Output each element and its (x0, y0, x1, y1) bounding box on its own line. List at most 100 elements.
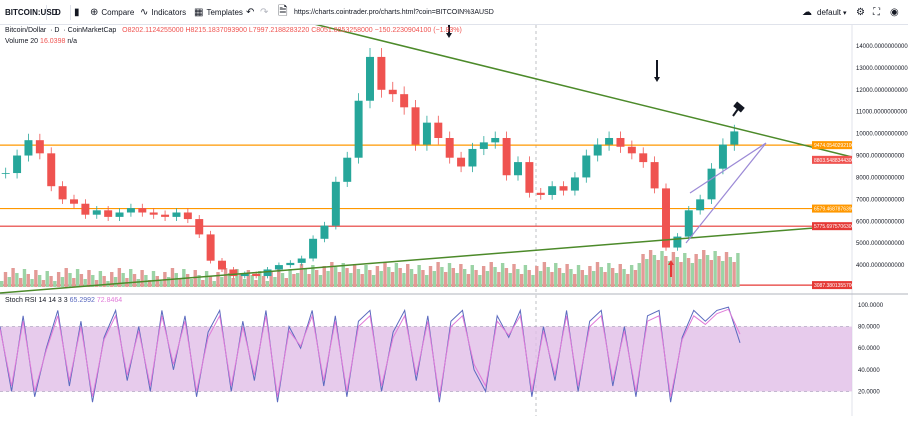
candle (206, 234, 215, 261)
volume-bar (250, 275, 254, 287)
price-tag-label: 8803.5488344300 (814, 158, 855, 164)
cloud-icon: ☁ (802, 7, 812, 18)
chart-type-button[interactable]: ▮ (74, 0, 83, 25)
volume-bar (269, 272, 273, 287)
volume-bar (519, 274, 524, 287)
candle (47, 153, 56, 187)
price-axis-label: 14000.0000000000 (856, 44, 908, 50)
volume-bar (201, 280, 205, 287)
indicators-button[interactable]: ∿ Indicators (140, 0, 186, 25)
candle (548, 186, 557, 195)
volume-bar (75, 269, 80, 287)
volume-bar (610, 268, 615, 287)
volume-bar (265, 281, 270, 287)
symbol-search[interactable]: BITCOIN:USD (5, 8, 58, 17)
candle (104, 210, 113, 217)
price-axis-label: 5000.0000000000 (856, 241, 905, 247)
fullscreen-icon: ⛶ (873, 7, 880, 18)
candle (172, 212, 181, 217)
volume-bar (523, 265, 528, 287)
volume-bar (60, 277, 65, 287)
volume-bar (633, 270, 638, 287)
price-tag (812, 281, 852, 290)
volume-bar (254, 280, 258, 287)
cloud-icon-button[interactable]: ☁ (802, 0, 815, 25)
candle (70, 199, 78, 204)
fullscreen-button[interactable]: ⛶ (873, 0, 883, 25)
volume-bar (72, 278, 76, 287)
chart-canvas[interactable]: 14000.0000000000 13000.0000000000 12000.00… (0, 22, 908, 416)
settings-button[interactable]: ⚙ (856, 0, 868, 25)
toolbar-divider (46, 5, 47, 20)
volume-bar (189, 279, 194, 287)
compare-button[interactable]: ⊕ Compare (90, 0, 134, 25)
volume-bar (83, 279, 87, 287)
volume-bar (30, 279, 34, 287)
volume-bar (239, 274, 243, 287)
volume-bar (561, 273, 566, 287)
chart-area[interactable]: 14000.0000000000 13000.0000000000 12000.00… (0, 22, 908, 416)
volume-bar (573, 274, 577, 287)
undo-button[interactable]: ↶ (246, 0, 257, 25)
candle (388, 89, 397, 95)
price-tag (812, 204, 852, 213)
volume-bar (326, 271, 330, 287)
volume-bar (618, 264, 622, 287)
volume-bar (489, 262, 493, 287)
chevron-down-icon: ▾ (843, 9, 847, 17)
volume-bar (360, 274, 364, 287)
price-axis-label: 13000.0000000000 (856, 66, 908, 72)
chart-url: https://charts.cointrader.pro/charts.htm… (294, 9, 494, 16)
candle (662, 188, 670, 248)
volume-bar (383, 262, 387, 287)
volume-bar (136, 279, 141, 287)
candle (468, 148, 477, 167)
volume-bar (679, 262, 683, 287)
volume-bar (455, 273, 459, 287)
layout-select[interactable]: default ▾ (817, 0, 850, 25)
candle (286, 262, 295, 266)
price-axis-label: 6000.0000000000 (856, 219, 905, 225)
candle (627, 146, 636, 154)
screenshot-button[interactable]: ◉ (890, 0, 902, 25)
volume-bar (333, 267, 338, 287)
volume-bar (227, 273, 232, 287)
redo-button[interactable]: ↷ (260, 0, 271, 25)
candle (616, 137, 625, 147)
volume-bar (576, 265, 581, 287)
price-tag-label: 3087.3801355700 (814, 283, 855, 289)
interval-button[interactable]: D (55, 8, 61, 17)
volume-bar (212, 281, 216, 287)
gavel-icon (733, 101, 745, 113)
volume-bar (614, 273, 619, 287)
candle (138, 208, 147, 213)
volume-bar (22, 269, 27, 287)
redo-icon: ↷ (260, 7, 269, 18)
volume-bar (208, 276, 213, 287)
templates-button[interactable]: ▦ Templates (194, 0, 243, 25)
volume-bar (394, 263, 399, 287)
volume-bar (667, 261, 672, 287)
templates-icon: ▦ (194, 7, 204, 18)
toolbar-divider (70, 5, 71, 20)
volume-bar (68, 273, 72, 287)
volume-bar (402, 273, 406, 287)
candle (707, 168, 716, 200)
price-tag-label: 5775.6975706300 (814, 224, 855, 230)
volume-bar (500, 263, 505, 287)
volume-bar (474, 270, 478, 287)
volume-bar (292, 274, 296, 287)
legend-source: CoinMarketCap (67, 27, 117, 34)
volume-bar (121, 273, 125, 287)
volume-bar (231, 278, 235, 287)
volume-bar (717, 256, 721, 287)
volume-bar (629, 265, 634, 287)
volume-bar (277, 268, 281, 287)
volume-bar (660, 251, 664, 287)
volume-bar (622, 269, 626, 287)
volume-bar (527, 270, 531, 287)
snapshot-button[interactable]: 🗎 (278, 0, 291, 25)
volume-bar (607, 263, 611, 287)
volume-bar (645, 259, 649, 287)
volume-bar (664, 256, 668, 287)
